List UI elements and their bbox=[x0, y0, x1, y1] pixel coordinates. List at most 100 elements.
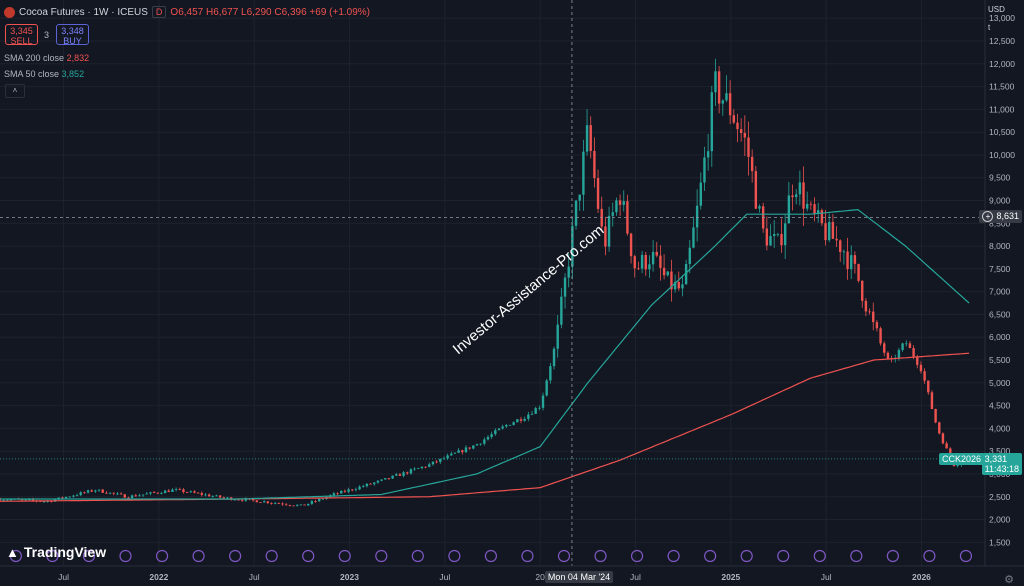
candle-body bbox=[783, 223, 787, 246]
crosshair-price-label: +8,631 bbox=[979, 210, 1022, 224]
event-marker-icon bbox=[448, 549, 461, 563]
sell-button[interactable]: 3,345 SELL bbox=[5, 24, 38, 46]
candles bbox=[0, 58, 970, 507]
price-tick-label: 1,500 bbox=[989, 537, 1011, 547]
candle-body bbox=[582, 151, 585, 195]
candle-body bbox=[956, 464, 959, 466]
candle-body bbox=[94, 490, 97, 492]
plus-icon[interactable]: + bbox=[982, 211, 994, 223]
candle-body bbox=[681, 284, 684, 289]
candle-body bbox=[710, 92, 714, 152]
candle-body bbox=[259, 502, 262, 504]
candle-body bbox=[842, 251, 846, 253]
candle-body bbox=[798, 182, 802, 195]
time-tick-label: Jul bbox=[439, 572, 450, 582]
candle-body bbox=[839, 240, 842, 252]
candle-body bbox=[61, 497, 64, 499]
sell-price: 3,345 bbox=[10, 26, 33, 36]
candle-body bbox=[567, 266, 570, 278]
candle-body bbox=[86, 490, 90, 493]
indicator-sma200[interactable]: SMA 200 close 2,832 bbox=[4, 53, 89, 63]
candle-body bbox=[941, 433, 945, 444]
candle-body bbox=[468, 447, 471, 449]
event-marker-icon bbox=[521, 549, 534, 563]
tradingview-logo[interactable]: ▲ TradingView bbox=[6, 544, 106, 560]
candle-body bbox=[527, 414, 530, 419]
buy-button[interactable]: 3,348 BUY bbox=[56, 24, 89, 46]
candle-body bbox=[160, 493, 163, 494]
ohlc-values: O6,457 H6,677 L6,290 C6,396 +69 (+1.09%) bbox=[170, 6, 371, 18]
candle-body bbox=[490, 434, 493, 437]
sell-label: SELL bbox=[10, 36, 33, 46]
candle-body bbox=[695, 205, 699, 228]
candle-body bbox=[820, 210, 824, 224]
unit-selector[interactable]: t bbox=[988, 23, 991, 32]
candle-body bbox=[754, 171, 758, 209]
session-markers bbox=[9, 549, 973, 563]
event-marker-icon bbox=[302, 549, 315, 563]
candle-body bbox=[747, 137, 750, 157]
candle-body bbox=[516, 419, 519, 423]
candle-body bbox=[20, 499, 24, 501]
candle-body bbox=[813, 204, 816, 214]
price-tick-label: 10,500 bbox=[989, 127, 1015, 137]
candle-body bbox=[850, 255, 853, 270]
candle-body bbox=[765, 228, 769, 246]
candle-body bbox=[384, 478, 387, 480]
candle-body bbox=[809, 203, 813, 205]
event-marker-icon bbox=[46, 549, 59, 563]
event-marker-icon bbox=[886, 549, 899, 563]
candle-body bbox=[794, 194, 798, 198]
candle-body bbox=[872, 311, 875, 323]
candle-body bbox=[758, 206, 761, 209]
candle-body bbox=[182, 489, 185, 493]
candle-body bbox=[717, 71, 721, 104]
settings-gear-icon[interactable]: ⚙ bbox=[1004, 574, 1014, 586]
candle-body bbox=[927, 380, 930, 393]
candle-body bbox=[930, 392, 934, 409]
candle-body bbox=[398, 474, 402, 476]
price-axis: 13,000 12,500 12,000 11,500 11,000 10,500 10,0… bbox=[984, 0, 1024, 586]
candle-body bbox=[483, 439, 486, 444]
candle-body bbox=[791, 195, 794, 198]
candle-body bbox=[270, 503, 273, 504]
candle-body bbox=[772, 234, 776, 237]
delayed-flag[interactable]: D bbox=[151, 6, 167, 18]
event-marker-icon bbox=[119, 549, 132, 563]
candle-body bbox=[46, 501, 49, 502]
candle-body bbox=[251, 498, 255, 501]
candle-body bbox=[0, 499, 2, 501]
candle-body bbox=[802, 182, 805, 209]
symbol-title[interactable]: Cocoa Futures · 1W · ICEUS bbox=[19, 6, 148, 18]
candle-body bbox=[347, 489, 350, 492]
collapse-legend-button[interactable]: ˄ bbox=[5, 84, 25, 98]
time-tick-label: Jul bbox=[249, 572, 260, 582]
event-marker-icon bbox=[9, 549, 22, 563]
candle-body bbox=[442, 458, 446, 460]
candle-body bbox=[402, 472, 405, 476]
candle-body bbox=[365, 483, 369, 487]
price-tick-label: 8,500 bbox=[989, 218, 1011, 228]
candle-body bbox=[659, 255, 662, 268]
trade-quantity[interactable]: 3 bbox=[44, 30, 50, 40]
candle-body bbox=[222, 497, 226, 499]
candle-body bbox=[589, 125, 592, 151]
candle-body bbox=[688, 247, 691, 265]
candle-body bbox=[776, 233, 780, 235]
currency-selector[interactable]: USD bbox=[988, 5, 1005, 14]
candle-body bbox=[431, 461, 435, 465]
candle-body bbox=[861, 280, 864, 301]
candle-body bbox=[945, 443, 948, 449]
indicator-sma50[interactable]: SMA 50 close 3,852 bbox=[4, 69, 84, 79]
candle-body bbox=[604, 226, 607, 247]
candle-body bbox=[835, 238, 838, 241]
candle-body bbox=[461, 450, 464, 453]
candle-body bbox=[310, 501, 314, 504]
price-tick-label: 4,000 bbox=[989, 423, 1011, 433]
candle-body bbox=[101, 489, 104, 493]
candle-body bbox=[578, 194, 581, 201]
candle-body bbox=[673, 282, 677, 290]
candle-body bbox=[116, 493, 119, 495]
last-price-value: 3,331 bbox=[984, 453, 1008, 464]
